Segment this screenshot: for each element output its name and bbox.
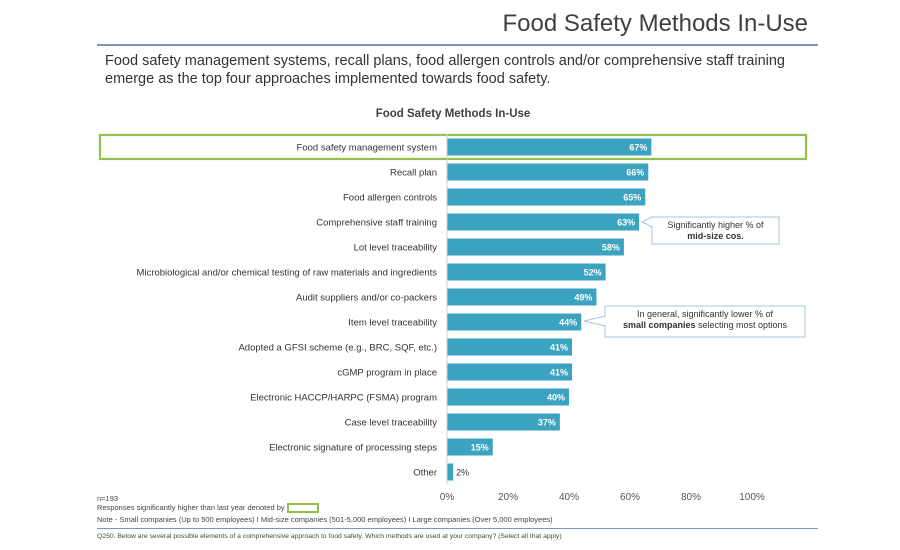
category-label: Microbiological and/or chemical testing … — [137, 268, 438, 279]
value-label: 15% — [471, 443, 489, 453]
value-label: 63% — [617, 218, 635, 228]
bar — [447, 388, 569, 406]
bar — [447, 238, 624, 256]
category-label: cGMP program in place — [337, 368, 437, 379]
value-label: 66% — [626, 168, 644, 178]
callout-text: mid-size cos. — [687, 231, 744, 241]
category-label: Case level traceability — [345, 418, 438, 429]
value-label: 37% — [538, 418, 556, 428]
question-text: Q250. Below are several possible element… — [97, 533, 562, 540]
value-label: 44% — [559, 318, 577, 328]
callout-text: selecting most options — [696, 320, 788, 330]
bar — [447, 313, 582, 331]
category-label: Lot level traceability — [354, 243, 438, 254]
value-label: 41% — [550, 343, 568, 353]
bar — [447, 213, 640, 231]
callout-text: In general, significantly lower % of — [637, 309, 774, 319]
callout-box: In general, significantly lower % ofsmal… — [584, 305, 806, 338]
bar — [447, 138, 652, 156]
x-axis: 0% 20% 40% 60% 80% 100% — [440, 134, 765, 500]
callout-text: small companies — [623, 320, 696, 330]
footer-divider — [97, 528, 818, 529]
highlight-box — [98, 133, 808, 161]
value-label: 41% — [550, 368, 568, 378]
chart-title: Food Safety Methods In-Use — [376, 108, 531, 120]
category-label: Audit suppliers and/or co-packers — [296, 293, 437, 304]
bar — [447, 188, 646, 206]
value-label: 40% — [547, 393, 565, 403]
bars-layer: Food safety management system 67% Recall p… — [98, 133, 808, 481]
category-label: Electronic signature of processing steps — [269, 443, 437, 454]
x-tick-label: 40% — [559, 492, 579, 500]
page-title: Food Safety Methods In-Use — [502, 10, 808, 37]
value-label: 58% — [602, 243, 620, 253]
category-label: Item level traceability — [348, 318, 437, 329]
title-divider — [97, 44, 818, 46]
bar — [447, 263, 606, 281]
category-label: Adopted a GFSI scheme (e.g., BRC, SQF, e… — [238, 343, 437, 354]
bar — [447, 338, 573, 356]
bar — [447, 363, 573, 381]
category-label: Comprehensive staff training — [316, 218, 437, 229]
bar — [447, 163, 649, 181]
bar — [447, 413, 560, 431]
callout-pointer — [584, 315, 606, 327]
callout-text-line: small companies selecting most options — [623, 320, 788, 330]
category-label: Food safety management system — [297, 143, 438, 154]
sample-size: n=193 — [97, 494, 119, 503]
value-label: 67% — [629, 143, 647, 153]
bar — [447, 288, 597, 306]
value-label: 52% — [584, 268, 602, 278]
x-tick-label: 80% — [681, 492, 701, 500]
x-tick-label: 100% — [739, 492, 765, 500]
value-label: 2% — [456, 468, 469, 478]
legend-note: Responses significantly higher than last… — [97, 503, 319, 514]
page-subtitle: Food safety management systems, recall p… — [105, 53, 785, 87]
category-label: Food allergen controls — [343, 193, 437, 204]
category-label: Electronic HACCP/HARPC (FSMA) program — [250, 393, 437, 404]
x-tick-label: 60% — [620, 492, 640, 500]
callout-text-line: In general, significantly lower % of — [637, 309, 774, 319]
callout-text-line: Significantly higher % of — [667, 220, 764, 230]
category-label: Recall plan — [390, 168, 437, 179]
callout-frame — [651, 216, 780, 245]
callout-frame — [604, 305, 806, 338]
legend-highlight-swatch — [286, 503, 319, 514]
bar — [447, 463, 454, 481]
callout-text-line: mid-size cos. — [687, 231, 744, 241]
callout-text: Significantly higher % of — [667, 220, 764, 230]
category-label: Other — [413, 468, 437, 479]
callout-pointer — [641, 216, 653, 228]
value-label: 49% — [574, 293, 592, 303]
bar — [447, 438, 493, 456]
bar-chart: Food Safety Methods In-Use Food safety m… — [98, 108, 808, 500]
x-tick-label: 20% — [498, 492, 518, 500]
company-size-note: Note - Small companies (Up to 500 employ… — [97, 515, 553, 524]
x-tick-label: 0% — [440, 492, 455, 500]
value-label: 65% — [623, 193, 641, 203]
legend-text: Responses significantly higher than last… — [97, 503, 285, 512]
